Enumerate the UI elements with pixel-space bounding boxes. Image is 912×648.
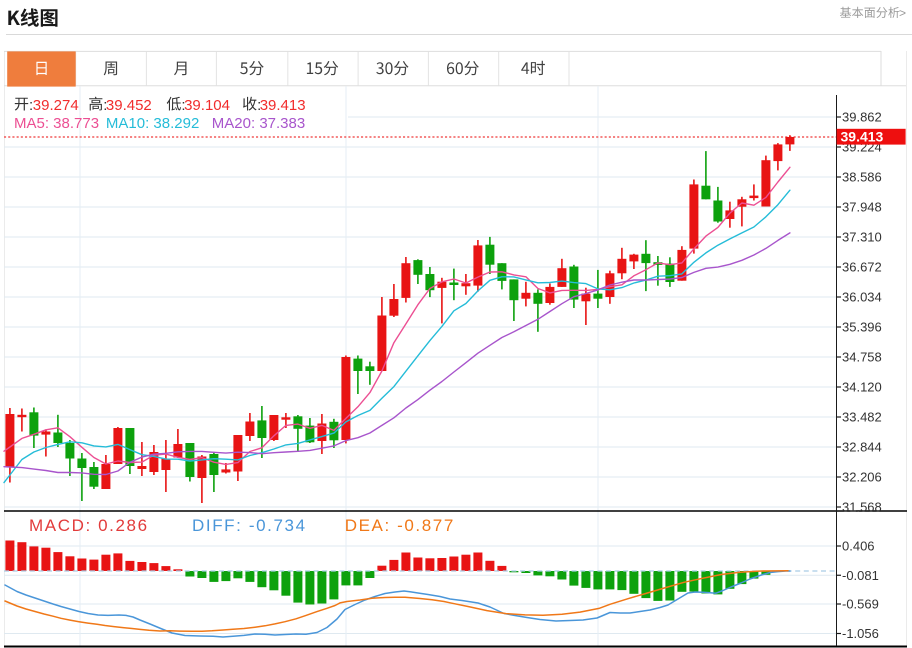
svg-text:34.758: 34.758 — [842, 350, 882, 365]
svg-text:-0.569: -0.569 — [842, 597, 879, 612]
svg-text:-0.081: -0.081 — [842, 568, 879, 583]
svg-text:39.413: 39.413 — [841, 129, 884, 145]
svg-text:38.586: 38.586 — [842, 170, 882, 185]
svg-text:0.406: 0.406 — [842, 539, 875, 554]
svg-text:-1.056: -1.056 — [842, 626, 879, 641]
svg-text:39.862: 39.862 — [842, 110, 882, 125]
svg-text:36.034: 36.034 — [842, 290, 882, 305]
svg-text:36.672: 36.672 — [842, 260, 882, 275]
svg-text:37.948: 37.948 — [842, 200, 882, 215]
svg-text:32.844: 32.844 — [842, 440, 882, 455]
svg-text:32.206: 32.206 — [842, 470, 882, 485]
svg-text:37.310: 37.310 — [842, 230, 882, 245]
svg-text:35.396: 35.396 — [842, 320, 882, 335]
svg-text:31.568: 31.568 — [842, 500, 882, 515]
svg-text:33.482: 33.482 — [842, 410, 882, 425]
svg-text:34.120: 34.120 — [842, 380, 882, 395]
